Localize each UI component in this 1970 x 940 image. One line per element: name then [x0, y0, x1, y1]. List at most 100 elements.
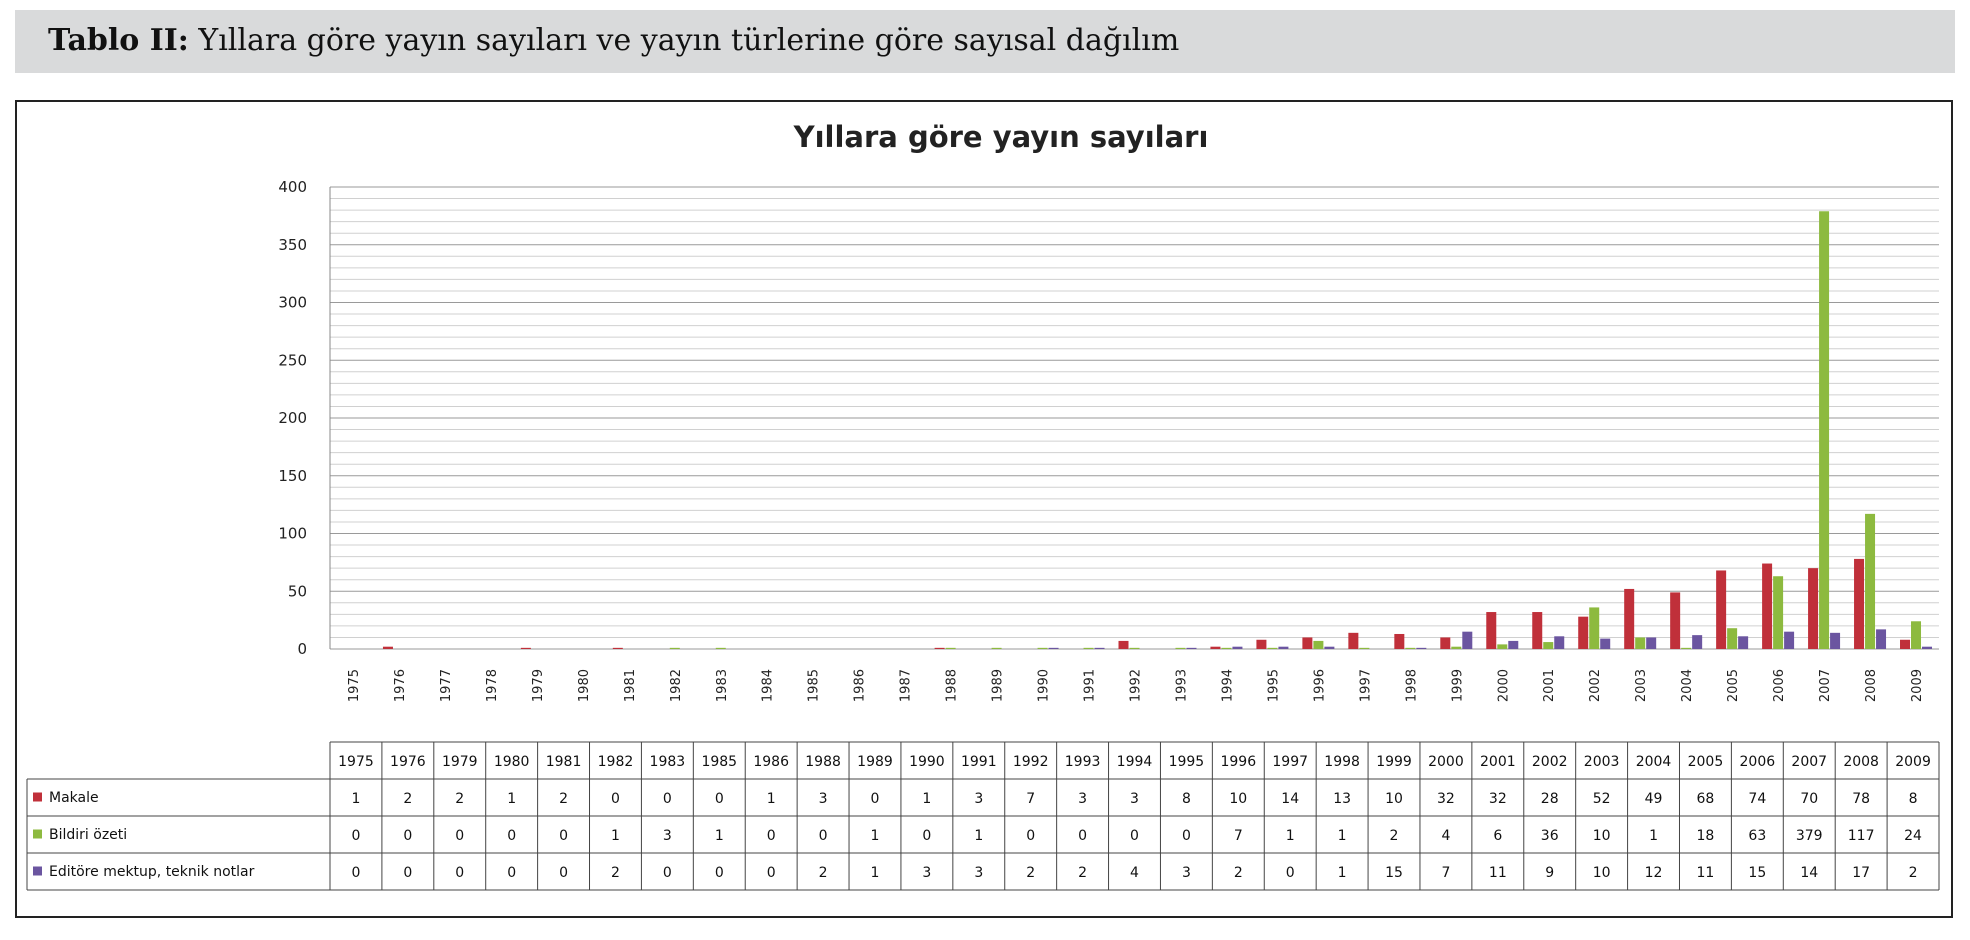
table-header-cell: 1976 [390, 754, 426, 770]
table-cell: 2 [819, 865, 828, 881]
bar [1554, 636, 1565, 649]
caption-label: Tablo II: [48, 23, 189, 58]
y-tick-label: 100 [278, 525, 307, 543]
bar [1440, 637, 1451, 649]
table-cell: 49 [1645, 791, 1663, 807]
table-header-cell: 1993 [1065, 754, 1101, 770]
bar [1186, 647, 1197, 649]
table-cell: 1 [1286, 828, 1295, 844]
x-tick-label: 1976 [393, 669, 408, 702]
bar [1819, 211, 1830, 649]
caption-bar: Tablo II: Yıllara göre yayın sayıları ve… [15, 10, 1955, 73]
table-cell: 7 [1441, 865, 1450, 881]
table-cell: 1 [767, 791, 776, 807]
legend-label: Bildiri özeti [49, 827, 127, 843]
table-cell: 24 [1904, 828, 1922, 844]
bar [1808, 568, 1819, 649]
x-tick-label: 1978 [485, 669, 500, 702]
legend-label: Makale [49, 790, 99, 806]
bar [1313, 640, 1324, 649]
table-header-cell: 1979 [442, 754, 478, 770]
table-header-cell: 2007 [1791, 754, 1827, 770]
table-cell: 0 [871, 791, 880, 807]
table-cell: 1 [974, 828, 983, 844]
table-cell: 0 [767, 828, 776, 844]
table-cell: 8 [1909, 791, 1918, 807]
bar [1037, 647, 1048, 649]
table-cell: 0 [663, 791, 672, 807]
bar [1083, 647, 1094, 649]
bar [1589, 607, 1600, 649]
y-tick-label: 0 [297, 640, 307, 658]
bar [1773, 576, 1784, 649]
table-cell: 0 [819, 828, 828, 844]
table-cell: 0 [922, 828, 931, 844]
bar [1256, 639, 1267, 649]
table-cell: 0 [1026, 828, 1035, 844]
bar [715, 647, 726, 649]
bar [1727, 628, 1738, 649]
table-cell: 3 [819, 791, 828, 807]
table-cell: 7 [1234, 828, 1243, 844]
table-header-cell: 1999 [1376, 754, 1412, 770]
publications-chart: Yıllara göre yayın sayıları 050100150200… [26, 120, 1940, 891]
x-tick-label: 1979 [531, 669, 546, 702]
table-cell: 0 [1286, 865, 1295, 881]
y-tick-label: 200 [278, 409, 307, 427]
table-cell: 10 [1229, 791, 1247, 807]
bar [1094, 647, 1105, 649]
x-tick-label: 1975 [347, 669, 362, 702]
table-cell: 0 [559, 865, 568, 881]
table-cell: 1 [351, 791, 360, 807]
table-cell: 1 [611, 828, 620, 844]
table-cell: 3 [1130, 791, 1139, 807]
legend-label: Editöre mektup, teknik notlar [49, 864, 255, 880]
table-cell: 0 [611, 791, 620, 807]
table-cell: 0 [1182, 828, 1191, 844]
x-tick-label: 1986 [853, 669, 868, 702]
table-cell: 2 [1026, 865, 1035, 881]
bar [1210, 646, 1221, 649]
bar [1600, 638, 1611, 649]
table-header-cell: 2006 [1740, 754, 1776, 770]
table-cell: 2 [1390, 828, 1399, 844]
x-tick-label: 2005 [1726, 669, 1741, 702]
table-cell: 2 [611, 865, 620, 881]
bar [1532, 612, 1543, 649]
bar [1129, 647, 1140, 649]
table-cell: 74 [1748, 791, 1766, 807]
table-cell: 0 [403, 865, 412, 881]
bar [934, 647, 945, 649]
x-tick-label: 1993 [1174, 669, 1189, 702]
x-tick-label: 1977 [439, 669, 454, 702]
table-header-cell: 1989 [857, 754, 893, 770]
bar [1635, 637, 1646, 649]
table-cell: 2 [403, 791, 412, 807]
table-header-cell: 2008 [1843, 754, 1879, 770]
table-cell: 78 [1852, 791, 1870, 807]
bar [1900, 639, 1911, 649]
table-cell: 1 [1649, 828, 1658, 844]
bar [1692, 635, 1703, 649]
bar [1854, 558, 1865, 649]
table-cell: 52 [1593, 791, 1611, 807]
table-cell: 12 [1645, 865, 1663, 881]
bar [1876, 629, 1887, 649]
x-tick-label: 2008 [1864, 669, 1879, 702]
x-tick-label: 1994 [1220, 669, 1235, 702]
bar [1348, 632, 1359, 649]
table-cell: 0 [507, 828, 516, 844]
bar [1681, 647, 1692, 649]
bar [1497, 644, 1508, 649]
table-cell: 2 [559, 791, 568, 807]
table-cell: 32 [1437, 791, 1455, 807]
x-tick-label: 1984 [761, 669, 776, 702]
x-tick-label: 1981 [623, 669, 638, 702]
table-header-cell: 1988 [805, 754, 841, 770]
table-header-cell: 2002 [1532, 754, 1568, 770]
table-cell: 2 [1078, 865, 1087, 881]
table-cell: 3 [974, 865, 983, 881]
bar [1716, 570, 1727, 649]
x-tick-label: 1988 [945, 669, 960, 702]
y-tick-label: 50 [288, 582, 307, 600]
